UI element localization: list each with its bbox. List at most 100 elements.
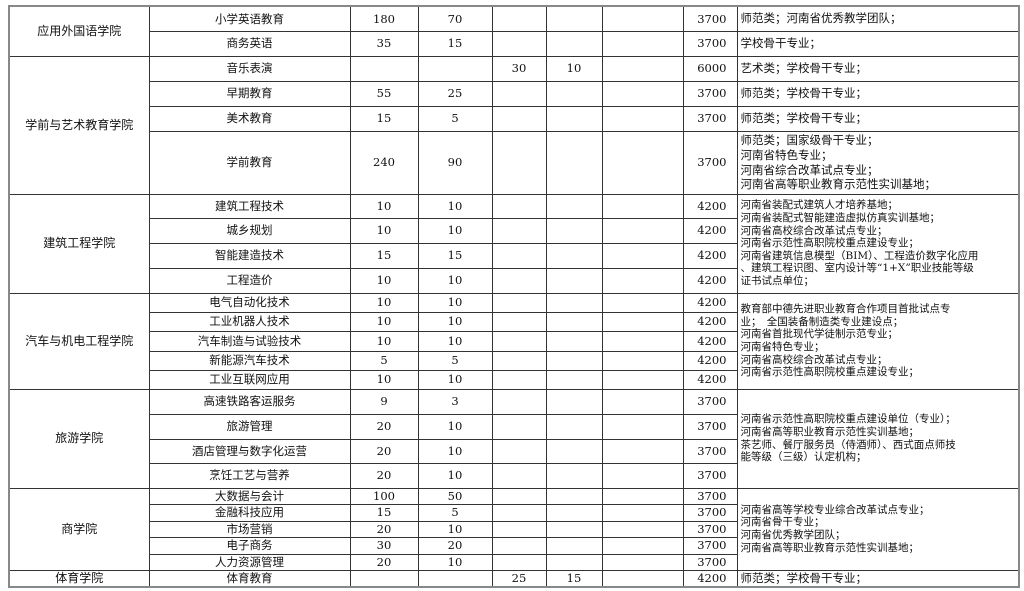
quota-value [601,462,684,489]
quota-value: 15 [349,503,419,522]
major-name: 旅游管理 [148,413,351,440]
quota-value [545,553,603,571]
quota-value [601,267,684,294]
quota-value: 20 [349,438,419,464]
tuition-fee: 3700 [682,553,738,571]
quota-value: 5 [417,350,493,371]
quota-value [491,5,547,32]
quota-value: 10 [349,330,419,352]
college-name: 建筑工程学院 [8,193,150,294]
quota-value: 100 [349,487,419,505]
major-name: 商务英语 [148,30,351,57]
tuition-fee: 3700 [682,520,738,538]
quota-value: 10 [417,292,493,313]
tuition-fee: 3700 [682,503,738,522]
quota-value [545,413,603,440]
table-row: 美术教育 15 5 3700 师范类；学校骨干专业； [9,105,1020,132]
major-notes: 师范类；学校骨干专业； [736,80,1020,107]
tuition-fee: 3700 [682,30,738,57]
quota-value [545,520,603,538]
quota-value: 25 [491,569,547,587]
quota-value [601,569,684,587]
major-notes: 河南省装配式建筑人才培养基地； 河南省装配式智能建造虚拟仿真实训基地； 河南省高… [736,193,1020,294]
quota-value [349,569,419,587]
quota-value [545,369,603,390]
table-row: 商务英语 35 15 3700 学校骨干专业； [9,30,1020,57]
quota-value: 10 [349,292,419,313]
quota-value [491,350,547,371]
quota-value [601,311,684,332]
quota-value: 9 [349,388,419,415]
quota-value: 5 [417,105,493,132]
quota-value [545,388,603,415]
quota-value: 10 [417,438,493,464]
quota-value: 35 [349,30,419,57]
major-name: 美术教育 [148,105,351,132]
major-notes: 师范类；学校骨干专业； [736,569,1020,587]
enrollment-table-container: 应用外国语学院 小学英语教育 180 70 3700 师范类；河南省优秀教学团队； 商务英语… [8,5,1020,588]
quota-value: 30 [491,55,547,82]
quota-value [491,388,547,415]
major-notes: 河南省高等学校专业综合改革试点专业； 河南省骨干专业； 河南省优秀教学团队； 河… [736,487,1020,571]
quota-value [545,5,603,32]
tuition-fee: 6000 [682,55,738,82]
quota-value: 240 [349,130,419,195]
quota-value [601,193,684,219]
quota-value [491,462,547,489]
quota-value: 20 [349,462,419,489]
table-row: 工程造价 10 10 4200 [9,267,1019,294]
quota-value: 10 [417,311,493,332]
major-notes: 河南省示范性高职院校重点建设单位（专业）； 河南省高等职业教育示范性实训基地； … [736,388,1020,489]
quota-value: 10 [349,217,419,244]
quota-value [545,217,603,244]
quota-value: 55 [349,80,419,107]
college-name: 学前与艺术教育学院 [8,55,150,195]
table-row: 商学院 大数据与会计 100 50 3700 河南省高等学校专业综合改革试点专业； 河南省… [8,487,1020,571]
quota-value [491,553,547,571]
quota-value [545,438,603,464]
quota-value: 90 [417,130,493,195]
tuition-fee: 4200 [682,217,738,244]
major-name: 新能源汽车技术 [148,350,351,371]
quota-value [491,520,547,538]
quota-value [545,330,603,352]
quota-value: 3 [417,388,493,415]
quota-value: 30 [349,536,419,555]
tuition-fee: 3700 [682,536,738,555]
quota-value [601,30,684,57]
quota-value [545,536,603,555]
tuition-fee: 3700 [682,105,738,132]
quota-value [601,217,684,244]
tuition-fee: 4200 [682,330,738,352]
quota-value: 20 [349,553,419,571]
quota-value [545,30,603,57]
quota-value [601,105,684,132]
quota-value [545,311,603,332]
quota-value [545,487,603,505]
major-name: 电气自动化技术 [148,292,351,313]
quota-value [491,242,547,269]
quota-value: 5 [349,350,419,371]
tuition-fee: 4200 [682,350,738,371]
quota-value [491,292,547,313]
quota-value [491,105,547,132]
quota-value: 5 [417,503,493,522]
quota-value [417,55,493,82]
major-name: 电子商务 [148,536,351,555]
major-name: 音乐表演 [148,55,351,82]
major-notes: 师范类；学校骨干专业； [736,105,1020,132]
quota-value [491,80,547,107]
major-name: 体育教育 [148,569,351,587]
table-row: 烹饪工艺与营养 20 10 3700 [9,462,1019,489]
quota-value [601,553,684,571]
table-row: 工业机器人技术 10 10 4200 [9,311,1019,332]
quota-value [601,350,684,371]
quota-value [491,193,547,219]
quota-value [601,80,684,107]
quota-value [545,105,603,132]
table-row: 新能源汽车技术 5 5 4200 [9,350,1019,371]
table-row: 酒店管理与数字化运营 20 10 3700 [9,438,1019,464]
quota-value: 15 [349,242,419,269]
quota-value: 10 [417,193,493,219]
quota-value [545,242,603,269]
